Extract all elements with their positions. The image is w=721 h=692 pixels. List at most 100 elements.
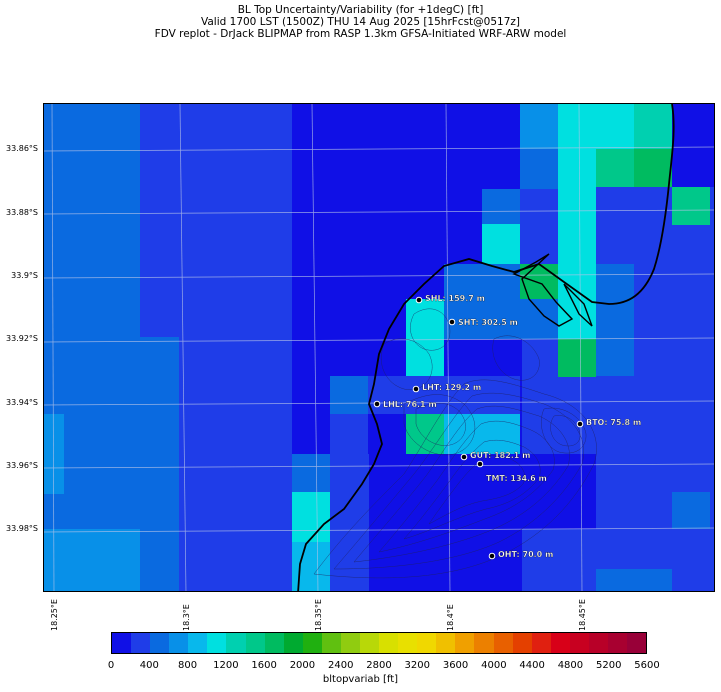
colorbar-tick: 400 — [139, 660, 159, 671]
contour — [428, 455, 525, 525]
longitude-label: 18.25°E — [50, 599, 59, 631]
colorbar-tick: 0 — [107, 660, 115, 671]
station-dot[interactable] — [576, 420, 584, 428]
grid-cell — [558, 264, 596, 339]
longitude-label: 18.4°E — [446, 604, 455, 631]
colorbar-swatch — [112, 633, 132, 653]
longitude-label: 18.35°E — [314, 599, 323, 631]
grid-cell — [44, 529, 140, 591]
colorbar-tick: 4800 — [557, 660, 584, 671]
contour — [403, 394, 475, 456]
map-canvas: SHL: 159.7 m SHT: 302.5 m LHT: 129.2 m LHL:… — [44, 104, 714, 591]
grid-cell — [596, 104, 634, 149]
lat-line — [44, 527, 714, 533]
station-dot[interactable] — [488, 552, 496, 560]
grid-cell — [444, 299, 482, 339]
latitude-label: 33.88°S — [6, 208, 38, 217]
station-label: OHT: 70.0 m — [498, 550, 553, 559]
title-line-3: FDV replot - DrJack BLIPMAP from RASP 1.… — [154, 28, 567, 40]
grid-cell — [444, 414, 520, 454]
station-dot[interactable] — [476, 460, 484, 468]
contour — [353, 405, 570, 563]
lon-line — [445, 104, 451, 591]
station-dot[interactable] — [460, 453, 468, 461]
colorbar-swatch — [340, 633, 361, 653]
contour — [492, 335, 540, 381]
lon-line — [578, 104, 583, 591]
grid-cell — [672, 104, 714, 187]
grid-cell — [520, 149, 558, 189]
grid-cell — [444, 454, 596, 529]
grid-cell — [672, 187, 710, 225]
grid-cell — [482, 264, 520, 339]
lat-line — [44, 273, 714, 279]
station-label: TMT: 134.6 m — [486, 474, 547, 483]
grid-cell — [292, 454, 330, 492]
station-label: SHT: 302.5 m — [458, 318, 518, 327]
grid-cell — [406, 414, 444, 454]
grid-cell — [520, 299, 558, 339]
grid-cell — [634, 104, 672, 149]
colorbar-tick: 2400 — [327, 660, 354, 671]
colorbar-tick: 2800 — [366, 660, 392, 671]
colorbar-swatch — [360, 633, 380, 653]
colorbar-tick: 5600 — [634, 660, 660, 671]
terrain-contours — [313, 308, 597, 579]
contour — [403, 439, 541, 540]
lon-line — [311, 104, 319, 591]
station-markers: SHL: 159.7 m SHT: 302.5 m LHT: 129.2 m LHL:… — [373, 294, 641, 560]
colorbar-swatch — [283, 633, 303, 653]
grid-cell — [330, 414, 368, 454]
title-line-2: Valid 1700 LST (1500Z) THU 14 Aug 2025 [… — [201, 16, 520, 28]
station-dot[interactable] — [373, 400, 381, 408]
lon-line — [179, 104, 187, 591]
colorbar-swatch — [207, 633, 227, 653]
colorbar-swatch — [455, 633, 475, 653]
lat-line — [44, 146, 714, 152]
colorbar — [111, 632, 647, 654]
grid-cell — [596, 569, 672, 591]
station-label: GUT: 182.1 m — [470, 451, 531, 460]
station-dot[interactable] — [448, 318, 456, 326]
station-label: LHT: 129.2 m — [422, 383, 481, 392]
chart-title-block: BL Top Uncertainty/Variability (for +1de… — [0, 4, 721, 40]
grid-cell — [558, 104, 596, 264]
colorbar-tick: 800 — [178, 660, 198, 671]
colorbar-swatch — [588, 633, 609, 653]
colorbar-swatch — [150, 633, 170, 653]
latitude-label: 33.9°S — [11, 271, 38, 280]
colorbar-tick: 5200 — [595, 660, 622, 671]
colorbar-swatch — [321, 633, 341, 653]
contour — [415, 403, 466, 446]
map-panel: SHL: 159.7 m SHT: 302.5 m LHT: 129.2 m LHL:… — [43, 103, 715, 592]
grid-cell — [596, 149, 634, 187]
colorbar-swatch — [627, 633, 647, 653]
latitude-label: 33.98°S — [6, 524, 38, 533]
grid-cell — [634, 149, 672, 187]
grid-cell — [634, 187, 672, 377]
station-dot[interactable] — [412, 385, 420, 393]
contour — [550, 415, 581, 447]
colorbar-swatch — [474, 633, 494, 653]
grid-cell — [292, 492, 330, 542]
colorbar-swatch — [569, 633, 589, 653]
longitude-label: 18.3°E — [182, 604, 191, 631]
station-dot[interactable] — [415, 296, 423, 304]
grid-cell — [520, 264, 558, 299]
colorbar-swatch — [131, 633, 151, 653]
grid-cell — [254, 224, 292, 414]
grid-cell — [330, 376, 368, 414]
colorbar-swatch — [493, 633, 513, 653]
colorbar-swatch — [417, 633, 437, 653]
grid-cell — [520, 104, 558, 149]
contour — [541, 407, 587, 454]
colorbar-swatch — [550, 633, 570, 653]
title-line-1: BL Top Uncertainty/Variability (for +1de… — [237, 4, 484, 16]
colorbar-swatch — [531, 633, 551, 653]
colorbar-swatch — [302, 633, 322, 653]
grid-cell — [520, 189, 558, 264]
contour — [380, 338, 433, 391]
contour — [313, 379, 597, 579]
colorbar-tick: 3200 — [404, 660, 431, 671]
longitude-label: 18.45°E — [578, 599, 587, 631]
